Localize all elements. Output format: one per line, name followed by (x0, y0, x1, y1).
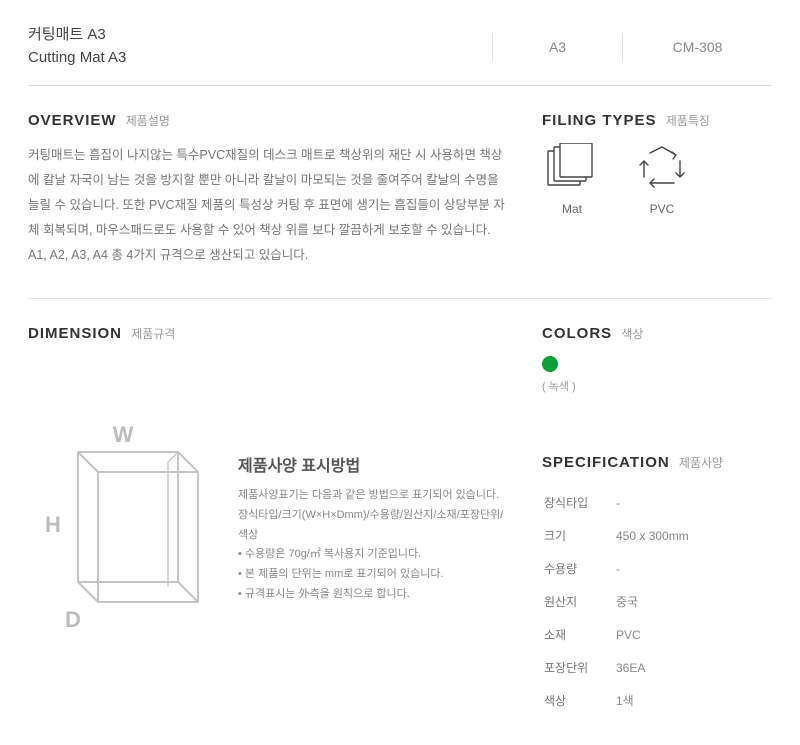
spec-method-title: 제품사양 표시방법 (238, 452, 512, 476)
spec-table: 장식타입-크기450 x 300mm수용량-원산지중국소재PVC포장단위36EA… (542, 485, 772, 718)
spec-bullet-0: 수용량은 70g/㎡ 복사용지 기준입니다. (238, 545, 512, 565)
header-size: A3 (492, 33, 622, 61)
dim-h-label: H (45, 512, 61, 537)
colors-sub: 색상 (621, 327, 643, 341)
dimension-sub: 제품규격 (131, 327, 175, 341)
dim-w-label: W (113, 422, 134, 447)
spec-value: 중국 (616, 586, 770, 617)
color-swatch-green (542, 356, 558, 372)
specification-heading: SPECIFICATION (542, 454, 670, 471)
icon-block-pvc: PVC (632, 143, 692, 216)
overview-sub: 제품설명 (126, 114, 170, 128)
spec-row: 색상1색 (544, 685, 770, 716)
spec-bullet-2: 규격표시는 外측을 원칙으로 합니다. (238, 585, 512, 605)
specification-section: SPECIFICATION 제품사양 장식타입-크기450 x 300mm수용량… (542, 454, 772, 718)
dimension-heading: DIMENSION (28, 325, 122, 342)
header-model: CM-308 (622, 33, 772, 61)
filing-section: FILING TYPES 제품특징 Mat (542, 112, 772, 268)
spec-key: 소재 (544, 619, 614, 650)
overview-text: 커팅매트는 흠집이 나지않는 특수PVC재질의 데스크 매트로 책상위의 재단 … (28, 143, 512, 268)
spec-value: - (616, 487, 770, 518)
colors-section: COLORS 색상 ( 녹색 ) (542, 325, 772, 394)
spec-key: 포장단위 (544, 652, 614, 683)
spec-method-desc: 제품사양표기는 다음과 같은 방법으로 표기되어 있습니다. 장식타입/크기(W… (238, 486, 512, 545)
icon-label-mat: Mat (542, 202, 602, 216)
filing-sub: 제품특징 (666, 114, 710, 128)
spec-key: 크기 (544, 520, 614, 551)
spec-bullet-1: 본 제품의 단위는 mm로 표기되어 있습니다. (238, 565, 512, 585)
spec-row: 장식타입- (544, 487, 770, 518)
specification-sub: 제품사양 (679, 456, 723, 470)
spec-key: 수용량 (544, 553, 614, 584)
spec-value: - (616, 553, 770, 584)
spec-row: 포장단위36EA (544, 652, 770, 683)
spec-row: 소재PVC (544, 619, 770, 650)
spec-key: 장식타입 (544, 487, 614, 518)
title-block: 커팅매트 A3 Cutting Mat A3 (28, 24, 492, 69)
icon-label-pvc: PVC (632, 202, 692, 216)
icon-block-mat: Mat (542, 143, 602, 216)
title-en: Cutting Mat A3 (28, 47, 492, 70)
spec-value: 1색 (616, 685, 770, 716)
pvc-icon (632, 181, 692, 196)
spec-value: 36EA (616, 652, 770, 683)
spec-value: 450 x 300mm (616, 520, 770, 551)
spec-row: 수용량- (544, 553, 770, 584)
filing-heading: FILING TYPES (542, 112, 657, 129)
overview-heading: OVERVIEW (28, 112, 117, 129)
colors-heading: COLORS (542, 325, 612, 342)
mat-icon (542, 181, 602, 196)
spec-key: 원산지 (544, 586, 614, 617)
dim-d-label: D (65, 607, 81, 632)
dimension-illustration: W H D (28, 382, 228, 645)
spec-value: PVC (616, 619, 770, 650)
title-kr: 커팅매트 A3 (28, 24, 492, 47)
overview-section: OVERVIEW 제품설명 커팅매트는 흠집이 나지않는 특수PVC재질의 데스… (28, 112, 542, 268)
spec-key: 색상 (544, 685, 614, 716)
spec-method-block: 제품사양 표시방법 제품사양표기는 다음과 같은 방법으로 표기되어 있습니다.… (228, 382, 512, 645)
color-label-green: ( 녹색 ) (542, 378, 772, 394)
spec-row: 크기450 x 300mm (544, 520, 770, 551)
product-header: 커팅매트 A3 Cutting Mat A3 A3 CM-308 (28, 24, 772, 86)
spec-row: 원산지중국 (544, 586, 770, 617)
